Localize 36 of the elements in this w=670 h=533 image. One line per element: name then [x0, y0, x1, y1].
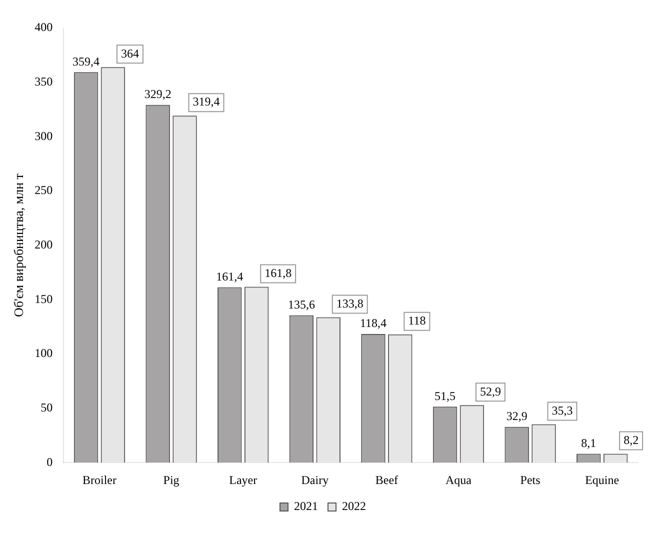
- x-tick-label: Layer: [229, 472, 258, 487]
- x-tick-label: Beef: [375, 472, 398, 487]
- y-tick-label: 250: [34, 183, 53, 198]
- data-label: 364: [120, 46, 139, 60]
- data-label: 161,8: [264, 266, 292, 280]
- data-label: 118: [408, 314, 426, 328]
- data-label: 329,2: [144, 87, 172, 102]
- y-tick-label: 100: [34, 346, 53, 360]
- legend-label: 2022: [342, 499, 366, 514]
- legend-label: 2021: [294, 499, 318, 514]
- data-label: 359,4: [72, 54, 100, 68]
- data-label: 35,3: [552, 403, 573, 418]
- x-tick-label: Aqua: [446, 472, 472, 487]
- data-label: 133,8: [336, 296, 364, 310]
- data-label: 8,1: [581, 436, 596, 450]
- data-label: 51,5: [434, 388, 456, 403]
- data-label: 52,9: [480, 384, 501, 398]
- y-tick-label: 350: [34, 74, 53, 88]
- x-tick-label: Equine: [585, 472, 620, 487]
- y-tick-label: 50: [40, 400, 53, 414]
- data-label: 118,4: [360, 316, 387, 330]
- y-tick-label: 150: [34, 292, 53, 306]
- y-tick-label: 0: [46, 454, 53, 469]
- data-label: 319,4: [192, 94, 220, 109]
- data-label: 32,9: [506, 409, 528, 424]
- x-tick-label: Pets: [520, 472, 541, 487]
- x-tick-label: Pig: [163, 472, 180, 487]
- data-label: 8,2: [624, 432, 639, 447]
- y-tick-label: 200: [34, 237, 53, 252]
- data-label: 135,6: [288, 297, 315, 312]
- y-tick-label: 300: [34, 128, 53, 143]
- y-tick-label: 400: [34, 20, 53, 34]
- x-tick-label: Broiler: [82, 472, 116, 487]
- data-label: 161,4: [216, 269, 244, 284]
- x-tick-label: Dairy: [301, 472, 329, 487]
- y-axis-title: Об'єм виробництва, млн т: [11, 173, 26, 318]
